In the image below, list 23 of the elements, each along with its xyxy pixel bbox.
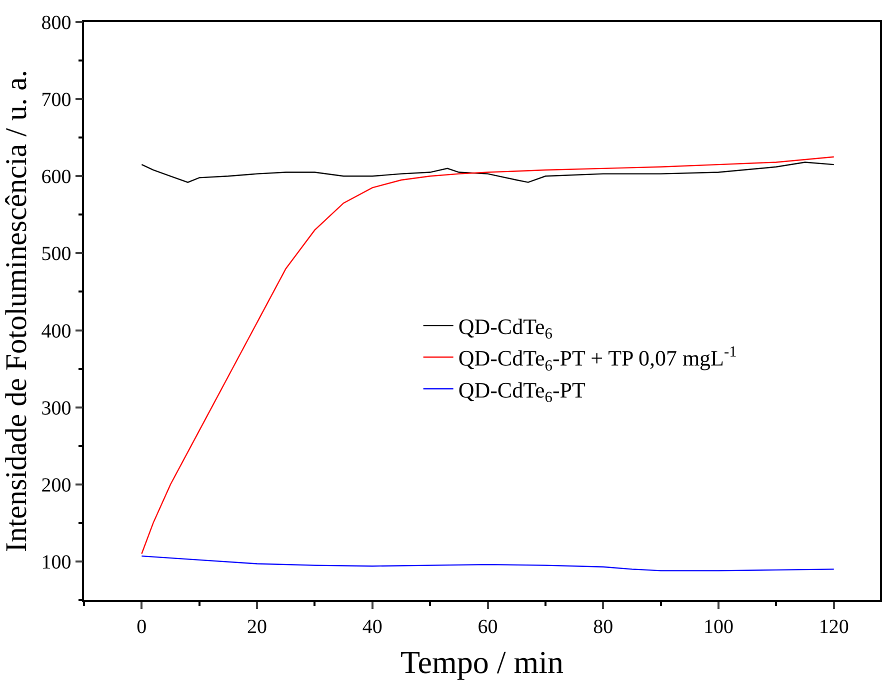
- y-tick-label: 500: [41, 243, 72, 266]
- line-series: [141, 555, 834, 572]
- x-tick-label: 0: [136, 616, 147, 638]
- legend-label: QD-CdTe$_{6}$-PT: [458, 377, 586, 406]
- legend-label: QD-CdTe$_{6}$: [458, 314, 553, 343]
- y-axis-title: Intensidade de Fotoluminescência / u. a.: [0, 70, 33, 552]
- x-tick-label: 60: [478, 616, 498, 638]
- y-tick-label: 200: [41, 474, 72, 496]
- y-tick-label: 300: [41, 397, 72, 420]
- y-tick-label: 600: [41, 166, 72, 188]
- y-tick-label: 400: [41, 320, 72, 342]
- line-series: [141, 162, 834, 183]
- y-tick-label: 700: [41, 89, 72, 112]
- x-tick-label: 80: [593, 616, 614, 638]
- x-axis-title: Tempo / min: [400, 644, 564, 680]
- line-series: [141, 156, 834, 554]
- y-tick-label: 800: [41, 12, 72, 34]
- x-tick-label: 40: [362, 616, 382, 638]
- x-tick-label: 100: [703, 616, 734, 638]
- x-tick-label: 20: [247, 616, 268, 638]
- x-tick-label: 120: [818, 616, 849, 638]
- legend-label: QD-CdTe$_{6}$-PT + TP 0,07 mgL$^{-1}$: [458, 343, 737, 374]
- y-tick-label: 100: [41, 551, 72, 574]
